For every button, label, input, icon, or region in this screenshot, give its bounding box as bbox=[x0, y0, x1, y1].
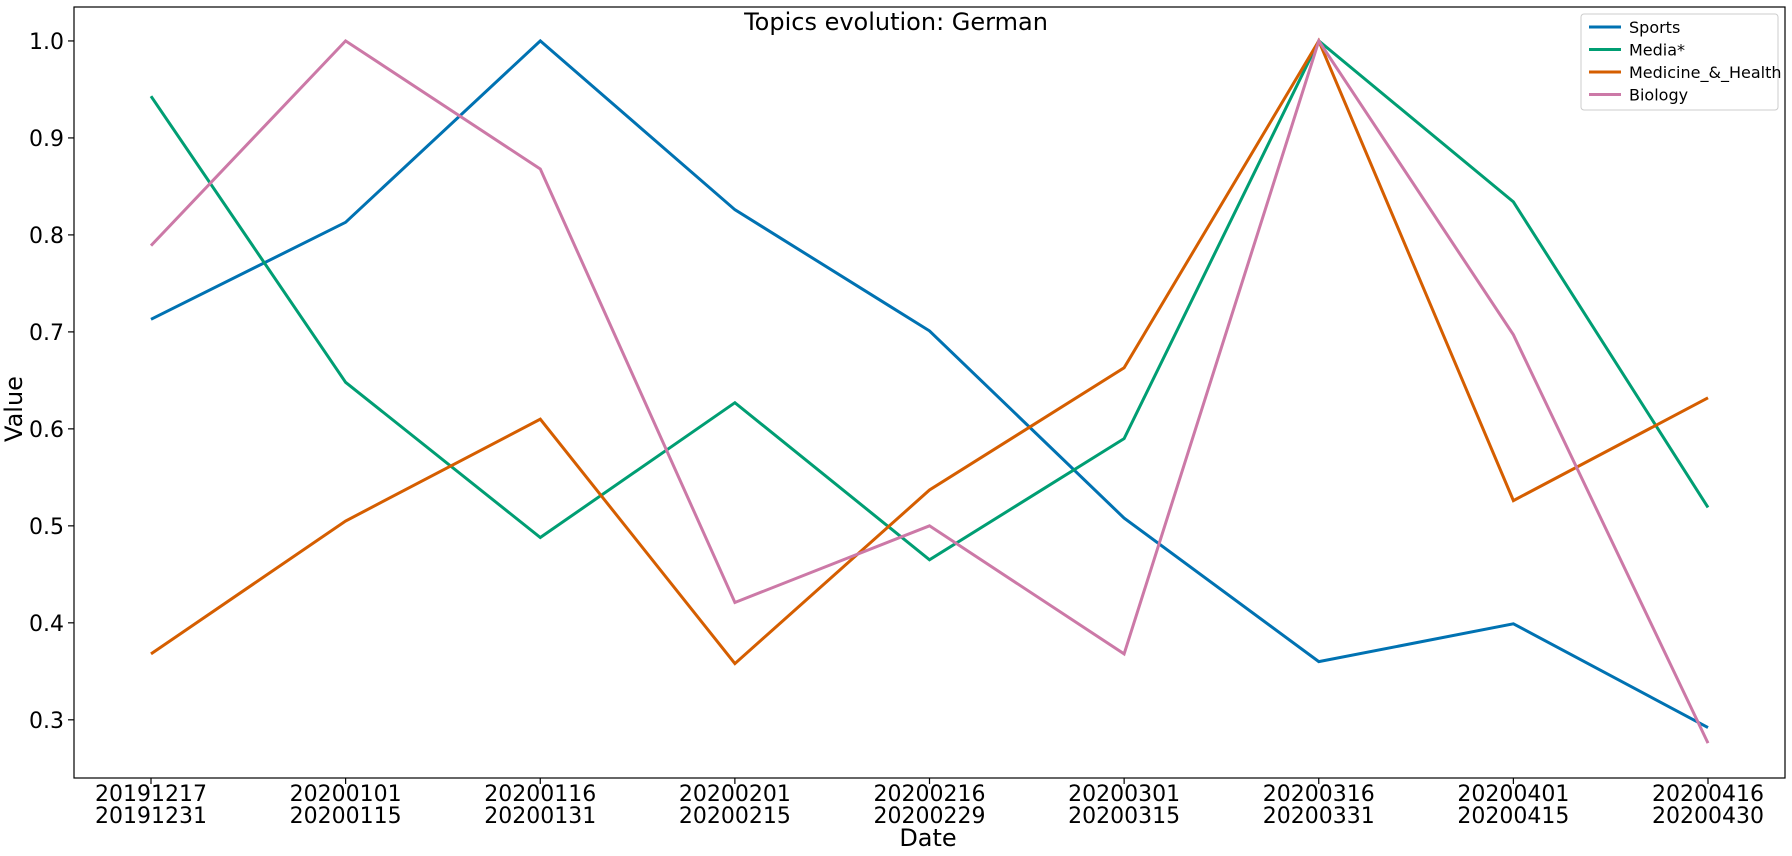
x-axis-title: Date bbox=[899, 824, 956, 852]
x-tick-label-start: 20200316 bbox=[1263, 782, 1375, 807]
x-tick-label-start: 20200301 bbox=[1068, 782, 1180, 807]
y-tick-label: 0.8 bbox=[29, 224, 64, 249]
y-tick-label: 0.3 bbox=[29, 709, 64, 734]
plot-area: 0.3 0.4 0.5 0.6 0.7 0.8 0.9 1.0 2019121720191231… bbox=[29, 6, 1786, 829]
legend-label-2: Medicine_&_Health bbox=[1629, 63, 1782, 83]
legend-label-1: Media* bbox=[1629, 41, 1685, 60]
y-tick-label: 0.6 bbox=[29, 418, 64, 443]
series-line-3 bbox=[149, 37, 1710, 744]
x-tick-label-end: 20200415 bbox=[1457, 804, 1569, 829]
x-tick-label-start: 20200101 bbox=[290, 782, 402, 807]
series-line-1 bbox=[149, 38, 1710, 562]
x-tick-label-start: 20200401 bbox=[1457, 782, 1569, 807]
x-tick-label-start: 20200201 bbox=[679, 782, 791, 807]
x-tick-label-end: 20200215 bbox=[679, 804, 791, 829]
legend-label-3: Biology bbox=[1629, 86, 1688, 105]
legend-label-0: Sports bbox=[1629, 18, 1680, 37]
y-tick-label: 1.0 bbox=[29, 30, 64, 55]
plot-frame bbox=[73, 6, 1786, 779]
chart-title: Topics evolution: German bbox=[743, 8, 1048, 36]
x-tick-label-start: 20200416 bbox=[1652, 782, 1764, 807]
x-tick-label-end: 20200430 bbox=[1652, 804, 1764, 829]
x-tick-label-start: 20191217 bbox=[95, 782, 207, 807]
series-line-2 bbox=[150, 37, 1709, 666]
x-tick-label-end: 20200115 bbox=[290, 804, 402, 829]
x-tick-label-end: 20191231 bbox=[95, 804, 207, 829]
y-tick-label: 0.9 bbox=[29, 127, 64, 152]
x-tick-label-end: 20200131 bbox=[484, 804, 596, 829]
x-tick-label-end: 20200315 bbox=[1068, 804, 1180, 829]
x-tick-label-start: 20200216 bbox=[874, 782, 986, 807]
x-tick-label-end: 20200331 bbox=[1263, 804, 1375, 829]
x-tick-label-end: 20200229 bbox=[874, 804, 986, 829]
series-line-0 bbox=[150, 38, 1709, 729]
y-tick-label: 0.7 bbox=[29, 321, 64, 346]
y-axis-title: Value bbox=[0, 376, 28, 442]
y-tick-label: 0.4 bbox=[29, 612, 64, 637]
x-tick-label-start: 20200116 bbox=[484, 782, 596, 807]
y-tick-label: 0.5 bbox=[29, 515, 64, 540]
legend-box bbox=[1580, 13, 1779, 111]
